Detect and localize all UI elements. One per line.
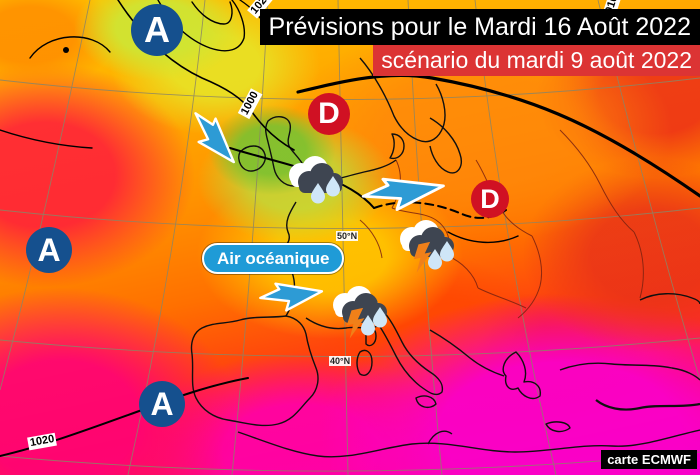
- latitude-label: 50°N: [336, 231, 359, 241]
- air-mass-label: Air océanique: [202, 243, 345, 274]
- storm-cloud-icon: [333, 286, 387, 339]
- map-credit: carte ECMWF: [601, 450, 697, 469]
- forecast-title: Prévisions pour le Mardi 16 Août 2022: [259, 9, 700, 45]
- wind-arrow-icon: [182, 104, 246, 173]
- high-pressure-marker: A: [131, 4, 183, 56]
- low-pressure-marker: D: [471, 180, 509, 218]
- high-pressure-marker: A: [139, 381, 185, 427]
- wind-arrow-icon: [359, 168, 448, 217]
- high-pressure-marker: A: [26, 227, 72, 273]
- wind-arrow-icon: [257, 276, 326, 316]
- rain-cloud-icon: [289, 156, 343, 204]
- latitude-label: 40°N: [329, 356, 352, 366]
- low-pressure-marker: D: [308, 93, 350, 135]
- storm-cloud-icon: [400, 220, 454, 273]
- forecast-subtitle: scénario du mardi 9 août 2022: [373, 45, 700, 76]
